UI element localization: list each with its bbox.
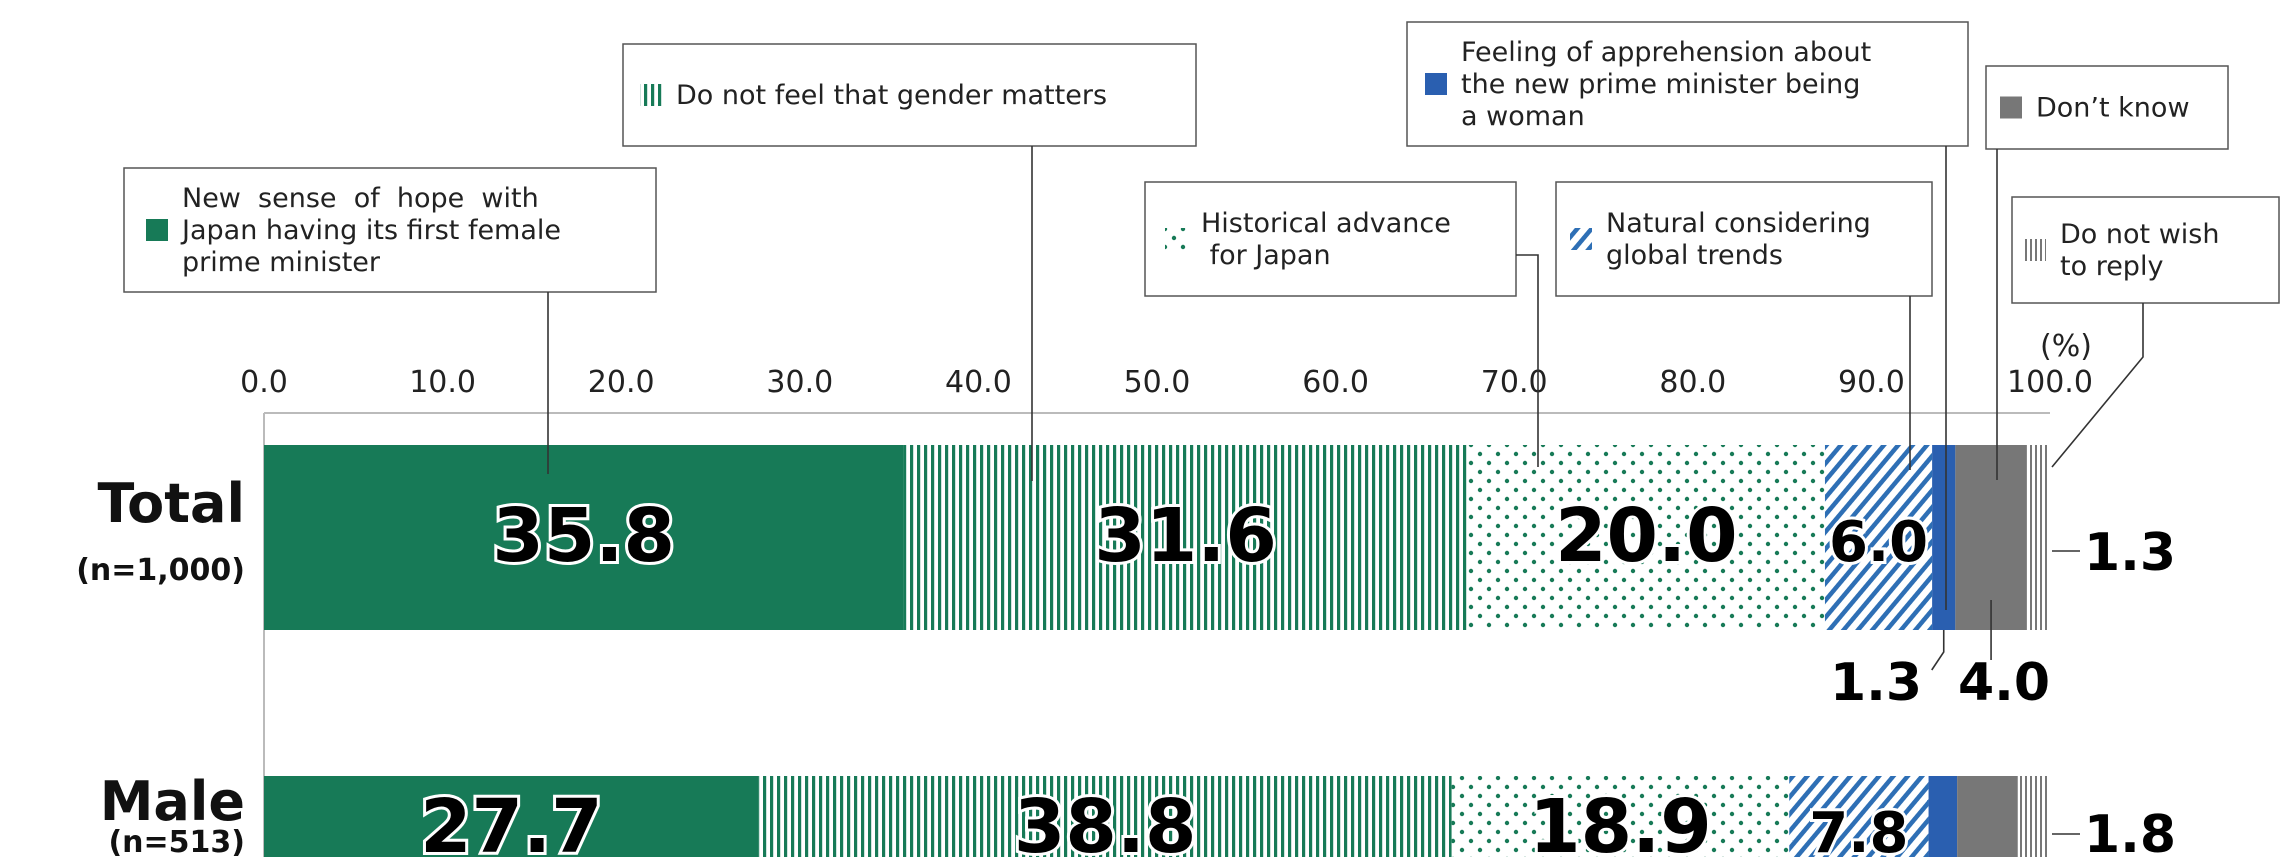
bar-segment-total-2: [1467, 445, 1825, 630]
bar-segment-total-6: [2026, 445, 2050, 630]
legend-swatch-icon: [1165, 228, 1187, 250]
row-label-total: Total: [97, 472, 245, 535]
legend-text: for Japan: [1201, 240, 1331, 271]
callout-leader-line: [1516, 254, 1539, 467]
bar-segment-male-5: [1957, 776, 2018, 857]
x-tick-label: 10.0: [409, 365, 476, 400]
bar-segment-male-2: [1451, 776, 1790, 857]
bar-segment-male-6: [2017, 776, 2050, 857]
legend-text: New sense of hope with: [182, 183, 539, 214]
callout-leader-line: [2051, 303, 2144, 468]
bar-segment-total-4: [1932, 445, 1956, 630]
data-label: 20.0: [1555, 493, 1738, 579]
legend-text: Natural considering: [1606, 208, 1871, 239]
x-axis: 0.0 10.0 20.0 30.0 40.0 50.0 60.0 70.0 80.0 90.0 1…: [240, 329, 2093, 857]
data-label: 1.8: [2084, 805, 2176, 857]
x-tick-label: 40.0: [945, 365, 1012, 400]
legend-callout-1: Do not feel that gender matters: [622, 43, 1197, 481]
callout-box: [1144, 181, 1517, 297]
legend-swatch-icon: [2000, 96, 2022, 119]
legend-text: the new prime minister being: [1461, 69, 1860, 100]
legend-text: a woman: [1461, 101, 1585, 132]
legend-swatch-icon: [640, 84, 662, 106]
x-tick-label: 50.0: [1124, 365, 1191, 400]
bars: [264, 445, 2050, 857]
bar-segment-total-3: [1824, 445, 1933, 630]
legend-text: Feeling of apprehension about: [1461, 37, 1871, 68]
row-n-total: (n=1,000): [76, 553, 245, 588]
data-label: 1.3: [2084, 523, 2176, 583]
x-tick-label: 30.0: [766, 365, 833, 400]
x-tick-label: 100.0: [2007, 365, 2093, 400]
legend-swatch-icon: [1425, 73, 1447, 95]
bar-segment-total-5: [1955, 445, 2027, 630]
legend-callout-5: Don’t know: [1985, 65, 2229, 480]
callout-box: [1406, 21, 1969, 147]
bar-segment-male-4: [1928, 776, 1958, 857]
leader-line: [1931, 630, 1945, 671]
data-label: 4.0: [1958, 653, 2050, 713]
legend-text: prime minister: [182, 247, 381, 278]
legend-text: global trends: [1606, 240, 1783, 271]
legend-swatch-icon: [1570, 228, 1592, 250]
data-label: 18.9: [1529, 784, 1712, 857]
x-tick-label: 0.0: [240, 365, 288, 400]
x-tick-label: 20.0: [588, 365, 655, 400]
data-label: 27.7: [420, 784, 603, 857]
bar-segment-male-0: [264, 776, 759, 857]
row-label-male: Male: [100, 770, 245, 833]
data-label: 1.3: [1830, 653, 1922, 713]
callout-box: [622, 43, 1197, 147]
x-tick-label: 80.0: [1659, 365, 1726, 400]
data-label: 38.8: [1014, 784, 1197, 857]
legend-swatch-icon: [146, 219, 168, 241]
bar-segment-male-3: [1789, 776, 1929, 857]
callout-box: [2011, 196, 2280, 304]
callout-box: [123, 167, 657, 293]
legend-text: Japan having its first female: [180, 215, 561, 246]
x-tick-label: 60.0: [1302, 365, 1369, 400]
legend-text: Historical advance: [1201, 208, 1451, 239]
legend-text: Do not wish: [2060, 219, 2219, 250]
legend-text: Do not feel that gender matters: [676, 80, 1107, 111]
data-label: 35.8: [492, 493, 675, 579]
bar-segment-male-1: [758, 776, 1452, 857]
unit-label: (%): [2040, 329, 2092, 364]
bar-segment-total-0: [264, 445, 904, 630]
x-tick-label: 70.0: [1481, 365, 1548, 400]
x-tick-label: 90.0: [1838, 365, 1905, 400]
data-labels: Total (n=1,000) Male(n=513) 35.8 31.6 20.0 6.0…: [76, 472, 2176, 857]
callout-box: [1985, 65, 2229, 150]
callout-box: [1555, 181, 1933, 297]
legend-swatch-icon: [2024, 239, 2046, 261]
legend-callout-2: Historical advance for Japan: [1144, 181, 1539, 467]
legend-text: Don’t know: [2036, 93, 2190, 124]
legend-text: to reply: [2060, 251, 2163, 282]
bar-segment-total-1: [903, 445, 1468, 630]
data-label: 7.8: [1809, 801, 1908, 857]
data-label: 6.0: [1829, 510, 1928, 575]
row-n-male: (n=513): [108, 825, 245, 857]
data-label: 31.6: [1094, 493, 1277, 579]
